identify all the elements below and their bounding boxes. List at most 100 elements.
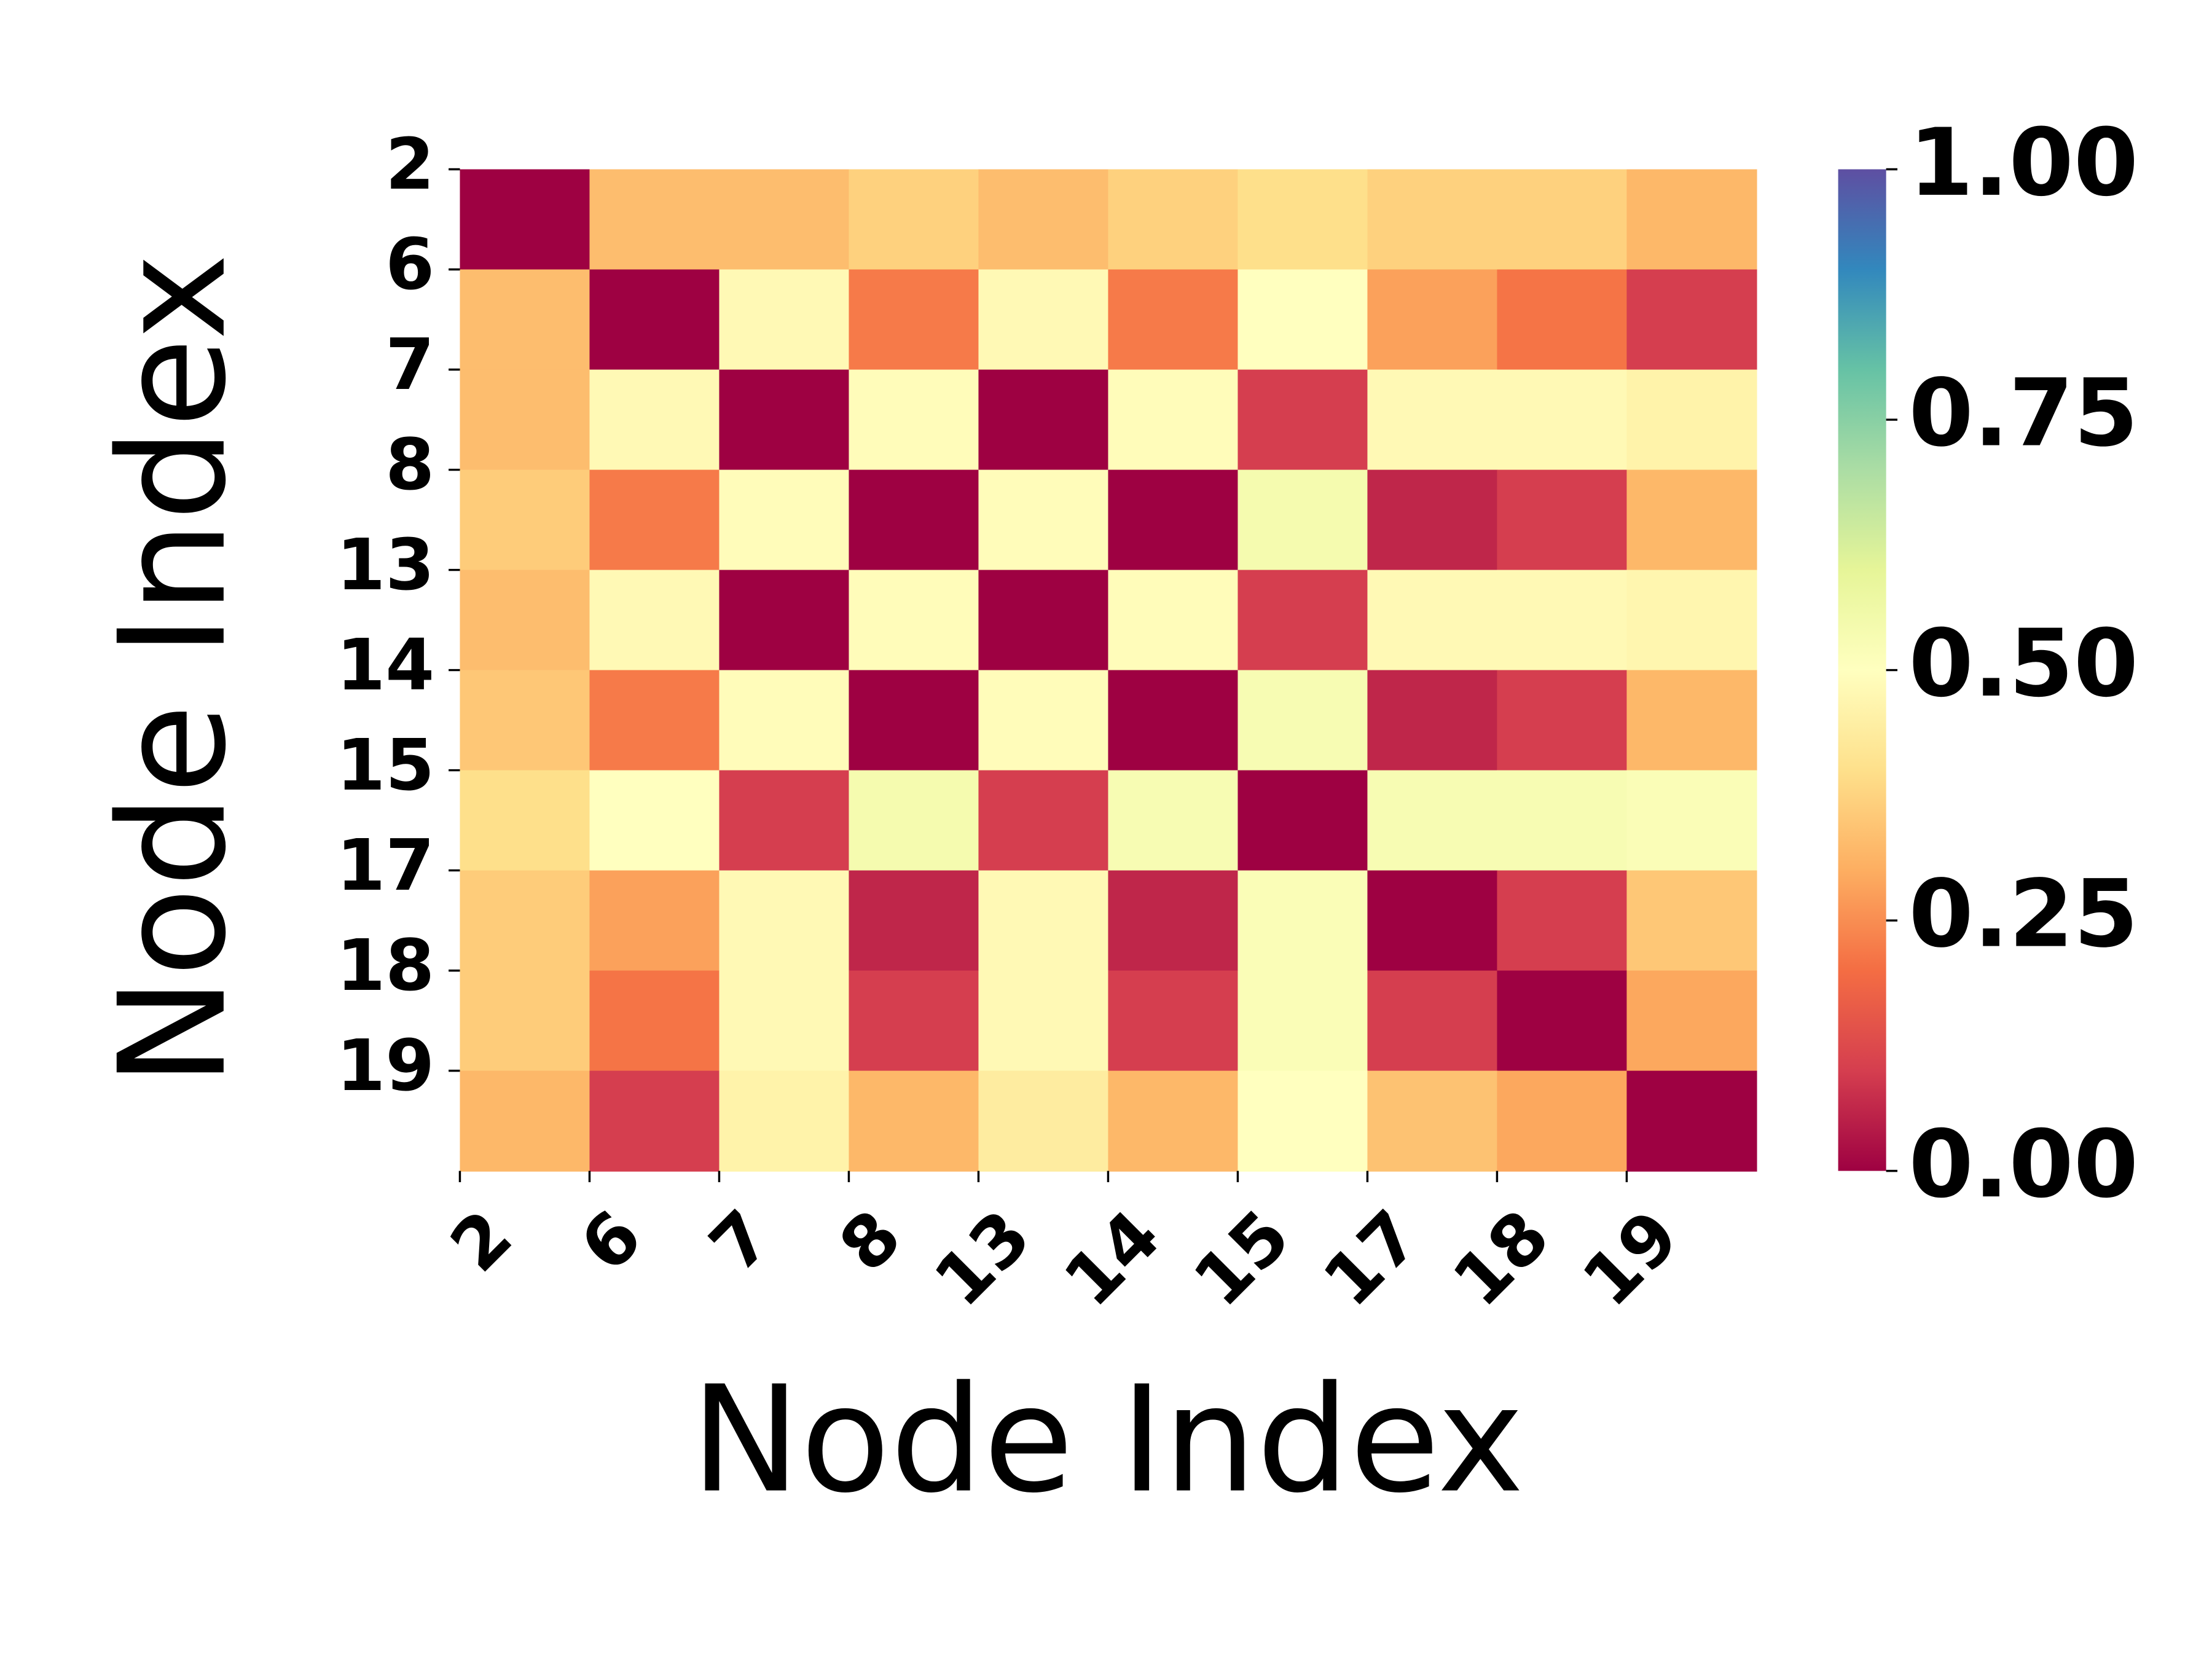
- y-tick-label: 7: [385, 324, 434, 406]
- heatmap-cell: [1237, 469, 1368, 571]
- heatmap-cell: [589, 269, 720, 371]
- heatmap-cell: [978, 1070, 1109, 1172]
- heatmap-cell: [1497, 469, 1628, 571]
- heatmap-cell: [978, 269, 1109, 371]
- heatmap-cell: [1108, 570, 1239, 671]
- heatmap-cell: [849, 169, 979, 270]
- heatmap-cell: [1497, 870, 1628, 971]
- heatmap-cell: [1237, 369, 1368, 471]
- heatmap-cell: [849, 870, 979, 971]
- y-tick-label: 6: [385, 224, 434, 306]
- heatmap-cell: [1108, 369, 1239, 471]
- heatmap-cell: [1237, 970, 1368, 1072]
- heatmap-cell: [1626, 369, 1757, 471]
- heatmap-cell: [1626, 169, 1757, 270]
- heatmap-cell: [719, 870, 850, 971]
- heatmap-cell: [978, 970, 1109, 1072]
- heatmap-cell: [978, 870, 1109, 971]
- heatmap-cell: [1108, 770, 1239, 871]
- heatmap-cell: [1626, 770, 1757, 871]
- y-tick-label: 13: [336, 524, 434, 606]
- heatmap-cell: [460, 369, 590, 471]
- heatmap-cell: [719, 469, 850, 571]
- x-tick-label: 7: [694, 1195, 787, 1288]
- heatmap-cell: [460, 670, 590, 771]
- heatmap-cell: [1108, 169, 1239, 270]
- heatmap-cell: [589, 369, 720, 471]
- x-tick-label: 8: [824, 1195, 917, 1288]
- heatmap-cell: [1497, 670, 1628, 771]
- heatmap-cell: [719, 970, 850, 1072]
- heatmap-cell: [1626, 970, 1757, 1072]
- heatmap-cell: [460, 770, 590, 871]
- heatmap-cell: [978, 469, 1109, 571]
- colorbar-tick-label: 1.00: [1908, 108, 2138, 217]
- heatmap-cell: [719, 169, 850, 270]
- heatmap-cell: [849, 670, 979, 771]
- heatmap-cell: [589, 870, 720, 971]
- heatmap-cell: [1367, 670, 1498, 771]
- x-axis-label: Node Index: [691, 1355, 1524, 1526]
- colorbar-tick-label: 0.75: [1908, 359, 2138, 468]
- heatmap-cell: [1367, 870, 1498, 971]
- heatmap-cell: [1367, 770, 1498, 871]
- heatmap-cell: [460, 970, 590, 1072]
- heatmap-cell: [589, 169, 720, 270]
- heatmap-cell: [719, 269, 850, 371]
- heatmap-cell: [849, 369, 979, 471]
- x-tick-label: 15: [1179, 1195, 1306, 1323]
- colorbar-tick-label: 0.50: [1908, 609, 2138, 718]
- heatmap-cell: [849, 469, 979, 571]
- heatmap-cell: [460, 169, 590, 270]
- heatmap-cell: [589, 469, 720, 571]
- x-tick-label: 19: [1567, 1195, 1695, 1323]
- heatmap-cell: [1237, 1070, 1368, 1172]
- heatmap-cell: [1626, 1070, 1757, 1172]
- heatmap-cell: [978, 570, 1109, 671]
- heatmap-cell: [1367, 269, 1498, 371]
- heatmap-cell: [719, 570, 850, 671]
- y-tick-label: 14: [336, 624, 434, 707]
- heatmap-cell: [1497, 369, 1628, 471]
- x-tick-label: 6: [565, 1195, 657, 1288]
- heatmap-cell: [719, 670, 850, 771]
- heatmap-cell: [1497, 570, 1628, 671]
- x-tick-label: 13: [919, 1195, 1047, 1323]
- heatmap-cell: [719, 369, 850, 471]
- heatmap-cell: [978, 670, 1109, 771]
- heatmap-cell: [1367, 970, 1498, 1072]
- heatmap-cell: [1237, 870, 1368, 971]
- heatmap-cell: [1108, 1070, 1239, 1172]
- heatmap-cell: [589, 1070, 720, 1172]
- heatmap-cell: [1367, 570, 1498, 671]
- heatmap-cell: [1237, 570, 1368, 671]
- heatmap-cell: [849, 970, 979, 1072]
- x-tick-label: 14: [1049, 1195, 1177, 1323]
- heatmap-cell: [460, 269, 590, 371]
- heatmap-cell: [849, 269, 979, 371]
- y-tick-label: 19: [336, 1025, 434, 1107]
- heatmap-cell: [1497, 1070, 1628, 1172]
- heatmap-cell: [1497, 269, 1628, 371]
- colorbar-tick-label: 0.25: [1908, 860, 2138, 968]
- heatmap-cell: [1237, 670, 1368, 771]
- y-tick-label: 17: [336, 825, 434, 907]
- heatmap-cell: [719, 1070, 850, 1172]
- heatmap-cell: [978, 770, 1109, 871]
- heatmap-cell: [1237, 169, 1368, 270]
- heatmap-cell: [1626, 269, 1757, 371]
- y-tick-label: 15: [336, 724, 434, 807]
- heatmap-cell: [1108, 269, 1239, 371]
- heatmap-cell: [719, 770, 850, 871]
- heatmap-cell: [1367, 1070, 1498, 1172]
- heatmap-cell: [978, 169, 1109, 270]
- heatmap-cell: [589, 770, 720, 871]
- heatmap-cell: [460, 870, 590, 971]
- x-tick-label: 2: [435, 1195, 528, 1288]
- heatmap-cell: [1626, 870, 1757, 971]
- heatmap-cell: [849, 570, 979, 671]
- heatmap-cell: [1237, 269, 1368, 371]
- heatmap-cell: [1497, 770, 1628, 871]
